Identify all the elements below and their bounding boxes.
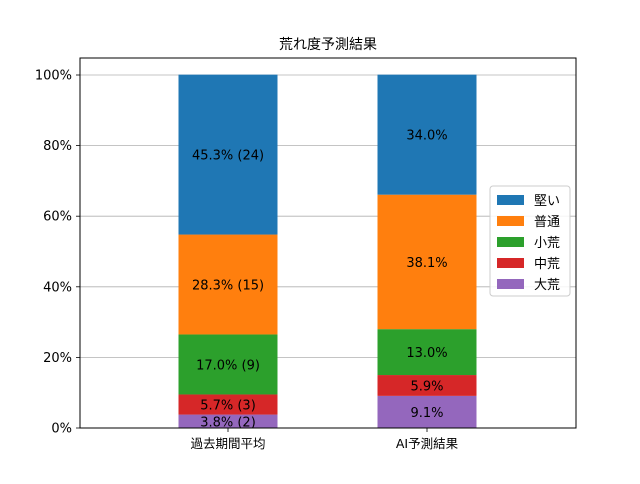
y-axis: 0% 20% 40% 60% 80% 100% <box>35 69 80 437</box>
bar-segment <box>178 414 278 428</box>
bar-segment <box>178 334 278 395</box>
y-tick-label: 80% <box>43 139 72 154</box>
x-axis: 過去期間平均 AI予測結果 <box>190 428 459 451</box>
bars <box>178 74 477 428</box>
y-tick-label: 60% <box>43 210 72 225</box>
data-label: 5.9% <box>410 379 443 394</box>
data-label: 45.3% (24) <box>192 149 264 164</box>
plot-area-frame <box>79 57 577 429</box>
data-label: 9.1% <box>410 406 443 421</box>
y-tick-label: 100% <box>35 69 72 84</box>
bar-segment <box>377 395 477 428</box>
y-tick-label: 40% <box>43 280 72 295</box>
legend-label: 堅い <box>534 194 560 209</box>
legend-label: 中荒 <box>534 257 560 272</box>
y-tick-label: 20% <box>43 351 72 366</box>
data-label: 17.0% (9) <box>196 358 260 373</box>
bar-segment <box>178 394 278 415</box>
bar-segment <box>377 194 477 330</box>
data-label: 5.7% (3) <box>200 399 256 414</box>
legend-swatch <box>497 216 524 226</box>
bar-segment <box>178 74 278 235</box>
data-label: 13.0% <box>406 346 447 361</box>
bar-segment <box>377 329 477 376</box>
legend-box <box>489 185 571 297</box>
chart-title: 荒れ度予測結果 <box>279 37 377 53</box>
bar-segment <box>377 375 477 396</box>
data-label: 3.8% (2) <box>200 415 256 430</box>
legend-label: 小荒 <box>534 236 560 251</box>
x-tick-label: AI予測結果 <box>396 436 459 451</box>
bar-segment <box>178 234 278 335</box>
y-tick-label: 0% <box>51 422 72 437</box>
data-label: 38.1% <box>406 256 447 271</box>
legend-swatch <box>497 195 524 205</box>
legend-swatch <box>497 258 524 268</box>
legend-label: 普通 <box>534 215 560 230</box>
legend-swatch <box>497 279 524 289</box>
data-label: 28.3% (15) <box>192 279 264 294</box>
legend-swatch <box>497 237 524 247</box>
data-label: 34.0% <box>406 129 447 144</box>
bar-segment <box>377 74 477 195</box>
x-tick-label: 過去期間平均 <box>190 436 265 451</box>
legend-label: 大荒 <box>534 278 560 293</box>
data-labels: 3.8% (2)5.7% (3) 17.0% (9) 28.3% (15) 45.3%… <box>192 129 448 431</box>
